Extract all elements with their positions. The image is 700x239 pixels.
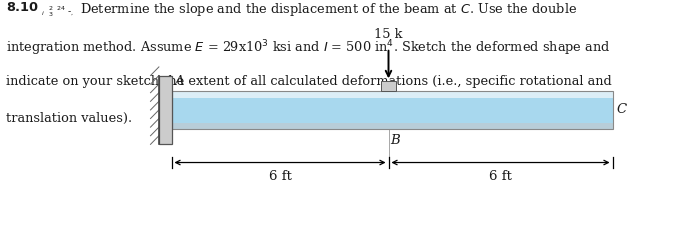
Text: $_i$  $^{2}_{3}$ $^{24}$ -$_,$: $_i$ $^{2}_{3}$ $^{24}$ -$_,$: [41, 4, 74, 18]
Bar: [172, 91, 612, 129]
Text: Determine the slope and the displacement of the beam at $C$. Use the double: Determine the slope and the displacement…: [80, 1, 578, 18]
Text: B: B: [391, 134, 400, 147]
Bar: [172, 123, 612, 129]
Bar: [381, 81, 396, 91]
Text: indicate on your sketch the extent of all calculated deformations (i.e., specifi: indicate on your sketch the extent of al…: [6, 75, 611, 88]
Text: C: C: [617, 103, 626, 116]
Text: 6 ft: 6 ft: [269, 170, 291, 183]
Bar: [172, 91, 612, 129]
Text: 6 ft: 6 ft: [489, 170, 512, 183]
Text: translation values).: translation values).: [6, 112, 132, 125]
Bar: [172, 91, 612, 98]
Text: A: A: [174, 76, 184, 88]
Text: 15 k: 15 k: [374, 28, 402, 41]
Text: $\mathbf{8.10}$: $\mathbf{8.10}$: [6, 1, 38, 14]
Bar: [159, 76, 172, 144]
Text: integration method. Assume $E$ = 29x10$^3$ ksi and $I$ = 500 in$^4$. Sketch the : integration method. Assume $E$ = 29x10$^…: [6, 38, 610, 58]
